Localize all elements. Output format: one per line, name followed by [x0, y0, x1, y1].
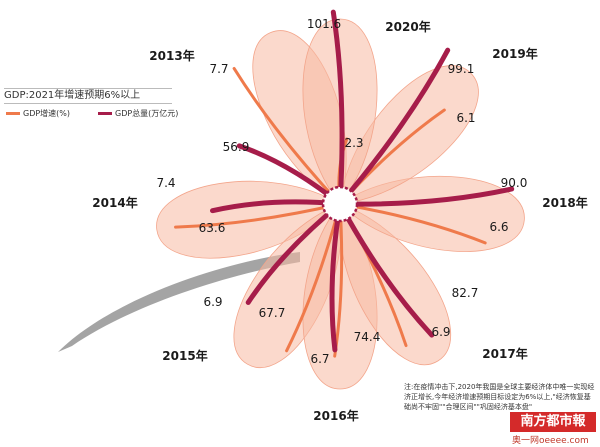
growth-bar	[333, 202, 344, 358]
total-value-label: 56.9	[223, 140, 250, 154]
growth-value-label: 6.1	[456, 111, 475, 125]
total-bar	[330, 9, 345, 207]
site-url: 奥一网oeeee.com	[512, 436, 589, 446]
year-label: 2018年	[542, 195, 587, 210]
growth-bar	[174, 202, 342, 229]
chart-title: GDP:2021年增速预期6%以上	[4, 88, 172, 104]
year-label: 2017年	[482, 346, 527, 361]
year-label: 2015年	[162, 348, 207, 363]
year-label: 2020年	[385, 19, 430, 34]
legend-item-growth: GDP增速(%)	[6, 108, 70, 119]
total-bar	[337, 201, 435, 338]
footnote: 注:在疫情冲击下,2020年我国是全球主要经济体中唯一实现经济正增长,今年经济增…	[404, 383, 595, 411]
growth-value-label: 6.6	[489, 220, 508, 234]
legend-label-growth: GDP增速(%)	[23, 109, 71, 118]
year-label: 2019年	[492, 46, 537, 61]
center-hole	[328, 192, 352, 216]
total-value-label: 99.1	[448, 62, 475, 76]
total-value-label: 90.0	[501, 176, 528, 190]
growth-value-label: 7.7	[209, 62, 228, 76]
total-bar	[329, 201, 343, 353]
total-value-label: 101.6	[307, 17, 341, 31]
total-value-label: 82.7	[452, 286, 479, 300]
bars	[174, 9, 515, 358]
growth-value-label: 6.7	[310, 352, 329, 366]
year-label: 2013年	[149, 48, 194, 63]
growth-value-label: 7.4	[156, 176, 175, 190]
newspaper-logo: 南方都市報	[510, 412, 596, 432]
growth-bar	[232, 66, 342, 206]
growth-value-label: 6.9	[203, 295, 222, 309]
legend-item-total: GDP总量(万亿元)	[98, 108, 178, 119]
labels: 2013年 2014年 2015年 2016年 2017年 2018年 2019年 2020年…	[92, 17, 587, 423]
growth-value-label: 6.9	[431, 325, 450, 339]
total-value-label: 67.7	[259, 306, 286, 320]
total-value-label: 63.6	[199, 221, 226, 235]
year-label: 2016年	[313, 408, 358, 423]
year-label: 2014年	[92, 195, 137, 210]
total-bar	[337, 186, 515, 207]
total-value-label: 74.4	[354, 330, 381, 344]
growth-bar	[338, 202, 487, 245]
total-bar	[337, 47, 451, 207]
legend-swatch-total	[98, 112, 112, 115]
legend-swatch-growth	[6, 112, 20, 115]
legend-label-total: GDP总量(万亿元)	[115, 109, 179, 118]
growth-value-label: 2.3	[344, 136, 363, 150]
